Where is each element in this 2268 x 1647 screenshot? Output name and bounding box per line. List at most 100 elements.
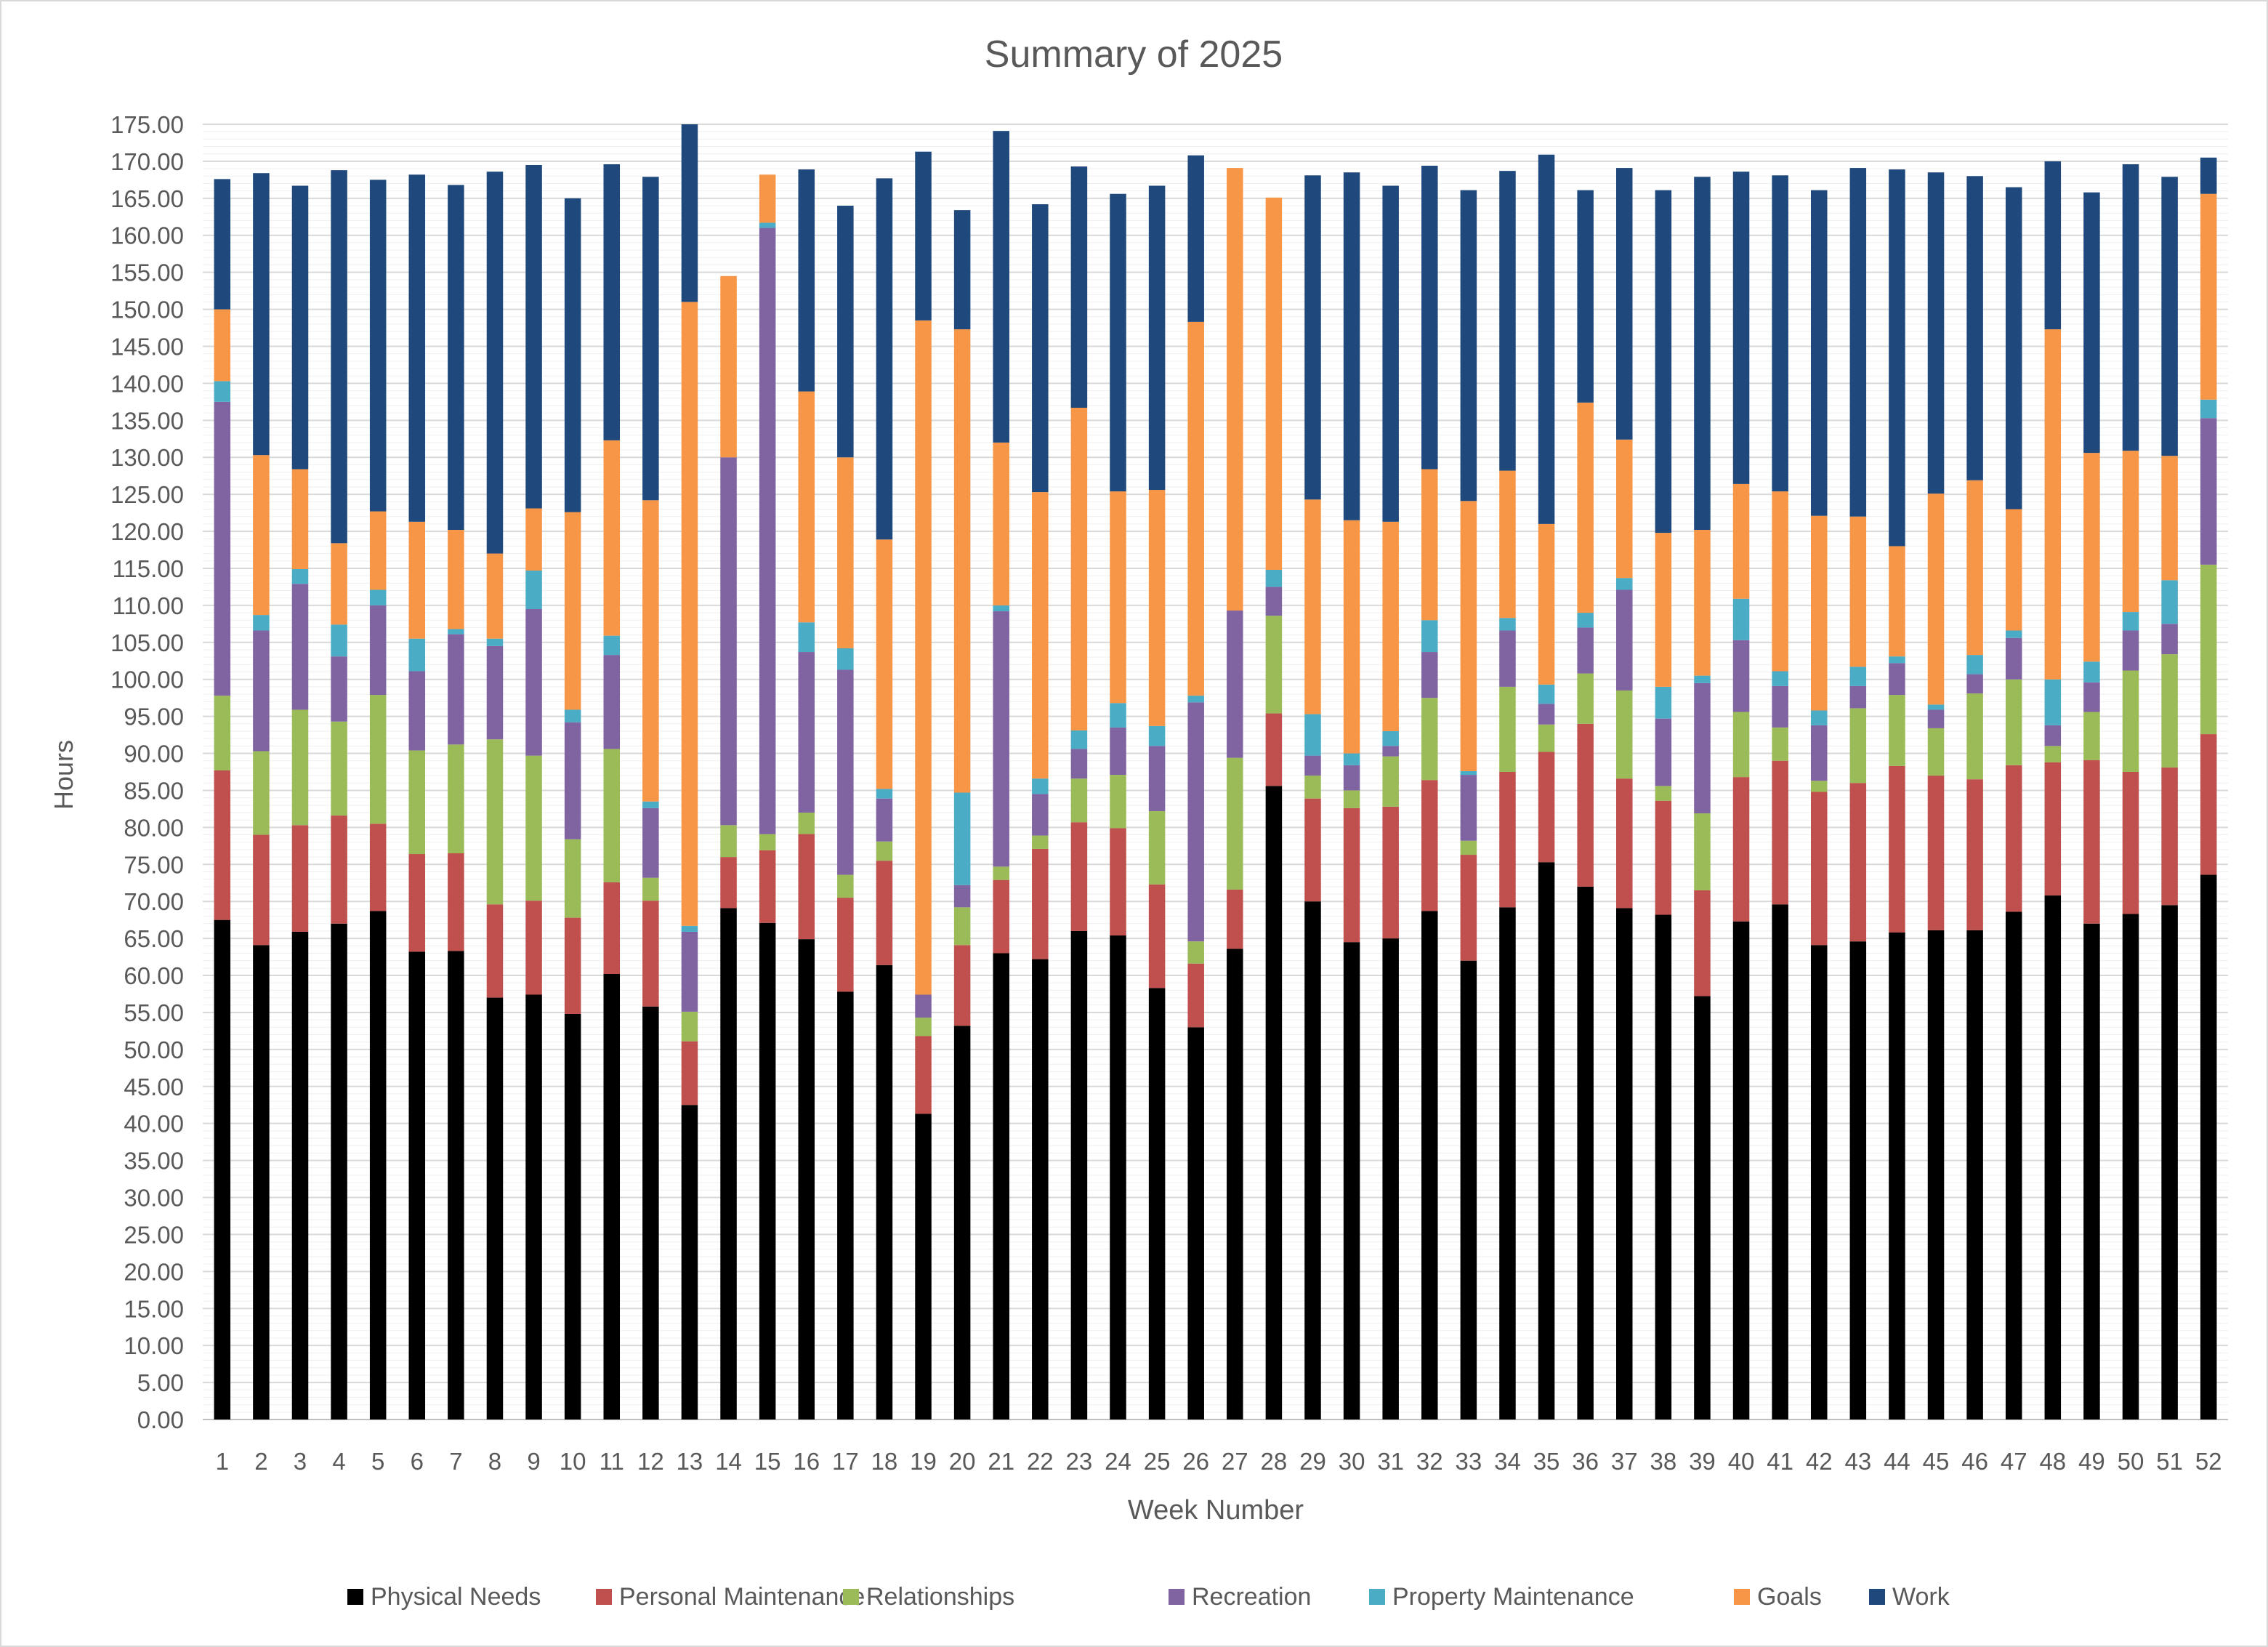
legend-swatch bbox=[1869, 1589, 1885, 1605]
y-tick-label: 95.00 bbox=[124, 704, 184, 730]
bar-segment-property-maintenance bbox=[642, 801, 659, 808]
bar-segment-recreation bbox=[1343, 765, 1360, 791]
bar-segment-relationships bbox=[1810, 781, 1828, 792]
x-tick-label: 31 bbox=[1377, 1448, 1404, 1475]
bar-segment-physical-needs bbox=[525, 994, 542, 1420]
bar-segment-relationships bbox=[1849, 708, 1867, 784]
bar-segment-property-maintenance bbox=[759, 222, 776, 228]
bar-segment-physical-needs bbox=[1032, 959, 1049, 1420]
bar-segment-recreation bbox=[331, 656, 347, 722]
bar-segment-property-maintenance bbox=[1889, 656, 1905, 664]
bar-segment-personal-maintenance bbox=[1343, 808, 1360, 943]
bar-segment-recreation bbox=[1810, 725, 1828, 781]
bar-segment-relationships bbox=[1655, 786, 1672, 801]
bar-segment-physical-needs bbox=[408, 951, 426, 1420]
x-tick-label: 14 bbox=[715, 1448, 742, 1475]
legend-label: Physical Needs bbox=[371, 1583, 541, 1611]
bar-segment-property-maintenance bbox=[2200, 399, 2217, 419]
bar-segment-property-maintenance bbox=[798, 622, 815, 653]
bar-segment-personal-maintenance bbox=[2200, 734, 2217, 875]
bar-segment-property-maintenance bbox=[1499, 618, 1516, 631]
bar-segment-work bbox=[291, 185, 309, 470]
bar-segment-relationships bbox=[331, 721, 347, 816]
bar-segment-relationships bbox=[1148, 810, 1166, 885]
bar-segment-relationships bbox=[448, 744, 464, 854]
bar-segment-work bbox=[1421, 166, 1438, 470]
bar-segment-personal-maintenance bbox=[2083, 760, 2100, 924]
x-tick-label: 47 bbox=[2001, 1448, 2027, 1475]
bar-segment-physical-needs bbox=[1616, 908, 1633, 1420]
bar-segment-relationships bbox=[681, 1011, 698, 1042]
bar-segment-recreation bbox=[1616, 589, 1633, 690]
bar-segment-work bbox=[486, 172, 504, 554]
bar-segment-work bbox=[1849, 168, 1867, 517]
bar-segment-work bbox=[837, 206, 854, 458]
x-tick-label: 11 bbox=[600, 1448, 624, 1475]
bar-segment-physical-needs bbox=[486, 997, 504, 1420]
bar-segment-recreation bbox=[1032, 794, 1049, 836]
bar-segment-personal-maintenance bbox=[1304, 798, 1321, 902]
x-tick-label: 52 bbox=[2195, 1448, 2222, 1475]
bar-segment-personal-maintenance bbox=[1187, 963, 1204, 1028]
bar-segment-property-maintenance bbox=[1694, 675, 1711, 683]
bar-segment-personal-maintenance bbox=[486, 904, 504, 998]
y-tick-label: 45.00 bbox=[124, 1074, 184, 1100]
x-tick-label: 43 bbox=[1844, 1448, 1871, 1475]
y-tick-label: 25.00 bbox=[124, 1221, 184, 1248]
bar-segment-physical-needs bbox=[837, 991, 854, 1420]
bar-segment-physical-needs bbox=[2161, 905, 2178, 1420]
bar-segment-physical-needs bbox=[1227, 949, 1243, 1420]
bar-segment-relationships bbox=[2161, 654, 2178, 768]
bar-segment-work bbox=[1927, 172, 1945, 494]
bar-segment-recreation bbox=[759, 227, 776, 834]
bar-segment-recreation bbox=[1499, 630, 1516, 687]
y-tick-label: 130.00 bbox=[110, 444, 184, 471]
bar-segment-physical-needs bbox=[2044, 895, 2062, 1420]
bar-segment-goals bbox=[953, 329, 971, 793]
bar-segment-personal-maintenance bbox=[1577, 723, 1594, 887]
bar-segment-physical-needs bbox=[1110, 935, 1126, 1420]
bar-segment-personal-maintenance bbox=[1810, 792, 1828, 946]
bar-segment-relationships bbox=[2200, 564, 2217, 735]
bar-segment-physical-needs bbox=[2122, 914, 2139, 1420]
bar-segment-property-maintenance bbox=[1382, 730, 1399, 746]
bar-segment-recreation bbox=[603, 655, 621, 749]
bar-segment-relationships bbox=[525, 755, 542, 901]
legend-label: Relationships bbox=[866, 1583, 1014, 1611]
bar-segment-relationships bbox=[1499, 686, 1516, 772]
bar-segment-physical-needs bbox=[1343, 942, 1360, 1420]
bar-segment-personal-maintenance bbox=[2122, 772, 2139, 914]
bar-segment-personal-maintenance bbox=[331, 816, 347, 924]
bar-segment-goals bbox=[1966, 480, 1983, 656]
x-tick-label: 39 bbox=[1689, 1448, 1716, 1475]
legend-label: Recreation bbox=[1192, 1583, 1311, 1611]
legend-swatch bbox=[1169, 1589, 1185, 1605]
bar-segment-work bbox=[408, 174, 426, 522]
bar-segment-personal-maintenance bbox=[759, 850, 776, 923]
y-tick-label: 75.00 bbox=[124, 851, 184, 878]
y-axis-ticks: 0.00 5.00 10.00 15.00 20.00 25.00 30.00 35.00 40… bbox=[110, 111, 184, 1433]
bar-segment-goals bbox=[915, 320, 932, 995]
bar-segment-goals bbox=[1577, 402, 1594, 613]
bar-segment-property-maintenance bbox=[2083, 661, 2100, 682]
bar-segment-personal-maintenance bbox=[525, 901, 542, 995]
bar-segment-work bbox=[993, 131, 1009, 443]
bar-segment-physical-needs bbox=[603, 973, 621, 1420]
bar-segment-physical-needs bbox=[2200, 874, 2217, 1420]
bar-segment-recreation bbox=[2044, 725, 2062, 746]
y-tick-label: 145.00 bbox=[110, 333, 184, 360]
bar-segment-recreation bbox=[448, 634, 464, 745]
bar-segment-goals bbox=[214, 309, 231, 382]
bar-segment-relationships bbox=[253, 751, 270, 835]
bar-segment-relationships bbox=[486, 739, 504, 905]
bar-segment-physical-needs bbox=[1810, 945, 1828, 1420]
bar-segment-goals bbox=[1460, 501, 1477, 771]
bar-segment-work bbox=[1655, 190, 1672, 533]
bar-segment-physical-needs bbox=[876, 965, 893, 1420]
bar-segment-recreation bbox=[408, 671, 426, 751]
bar-segment-relationships bbox=[1382, 756, 1399, 807]
bar-segment-recreation bbox=[1577, 627, 1594, 674]
bar-segment-relationships bbox=[1927, 728, 1945, 776]
bar-segment-work bbox=[2122, 164, 2139, 451]
bar-segment-relationships bbox=[2122, 670, 2139, 772]
